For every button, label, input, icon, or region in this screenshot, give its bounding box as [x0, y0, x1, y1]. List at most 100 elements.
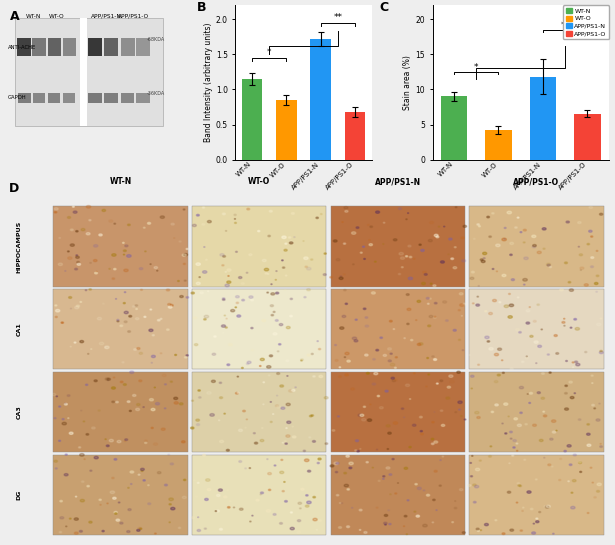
Circle shape [518, 485, 521, 486]
Circle shape [546, 263, 550, 266]
Circle shape [376, 349, 379, 351]
Circle shape [191, 427, 194, 429]
Circle shape [67, 395, 70, 396]
Circle shape [443, 301, 446, 303]
Circle shape [55, 468, 57, 469]
Circle shape [170, 381, 172, 383]
Circle shape [118, 502, 120, 503]
Circle shape [127, 401, 130, 403]
Circle shape [514, 417, 518, 420]
Circle shape [114, 511, 117, 513]
Circle shape [107, 503, 108, 504]
FancyBboxPatch shape [331, 289, 465, 370]
Circle shape [427, 358, 429, 359]
Circle shape [307, 501, 311, 504]
Circle shape [404, 467, 408, 469]
Circle shape [237, 315, 240, 317]
Circle shape [56, 396, 57, 397]
Circle shape [114, 268, 116, 270]
Circle shape [509, 463, 510, 464]
Circle shape [54, 211, 57, 213]
Circle shape [375, 261, 376, 262]
Circle shape [287, 421, 291, 423]
Circle shape [276, 405, 279, 407]
Circle shape [80, 499, 84, 502]
Circle shape [574, 361, 577, 363]
Circle shape [531, 532, 536, 534]
Circle shape [432, 421, 434, 423]
Circle shape [62, 322, 63, 323]
Circle shape [58, 440, 61, 441]
Circle shape [355, 440, 359, 441]
Circle shape [419, 244, 421, 245]
Circle shape [223, 213, 226, 215]
Circle shape [112, 401, 114, 403]
Circle shape [288, 390, 293, 392]
Circle shape [143, 407, 145, 408]
Circle shape [200, 292, 204, 294]
Circle shape [600, 446, 603, 447]
Circle shape [347, 360, 351, 362]
Circle shape [210, 414, 215, 416]
Circle shape [76, 305, 79, 307]
Circle shape [515, 329, 520, 331]
Circle shape [93, 245, 98, 247]
Circle shape [457, 371, 461, 373]
Circle shape [591, 375, 593, 376]
Circle shape [87, 486, 89, 487]
Circle shape [264, 268, 269, 271]
Circle shape [566, 360, 568, 361]
Circle shape [191, 292, 194, 294]
Circle shape [462, 259, 466, 262]
Circle shape [407, 323, 409, 325]
Circle shape [127, 224, 130, 226]
Circle shape [235, 307, 237, 308]
Circle shape [171, 507, 175, 510]
Circle shape [413, 424, 416, 426]
Circle shape [286, 326, 290, 329]
Circle shape [580, 267, 584, 269]
Circle shape [534, 341, 538, 343]
Circle shape [488, 456, 491, 457]
Circle shape [517, 502, 518, 503]
Circle shape [128, 331, 130, 332]
Circle shape [567, 445, 571, 447]
Circle shape [468, 485, 471, 487]
Circle shape [533, 245, 536, 247]
Circle shape [541, 397, 544, 399]
Circle shape [196, 282, 200, 284]
Circle shape [458, 339, 461, 341]
Circle shape [76, 231, 78, 232]
Circle shape [450, 380, 454, 383]
Circle shape [286, 403, 290, 405]
Circle shape [129, 316, 132, 317]
Circle shape [128, 508, 131, 511]
Circle shape [167, 329, 169, 330]
Circle shape [285, 243, 287, 244]
Circle shape [73, 206, 74, 207]
Circle shape [510, 438, 512, 439]
Circle shape [194, 480, 195, 481]
Circle shape [96, 271, 97, 272]
Circle shape [454, 247, 456, 248]
Circle shape [406, 219, 407, 220]
Circle shape [502, 238, 506, 241]
FancyBboxPatch shape [121, 38, 135, 56]
Circle shape [525, 357, 529, 359]
Circle shape [336, 494, 339, 496]
Circle shape [124, 311, 129, 314]
Circle shape [60, 517, 64, 519]
Circle shape [339, 376, 341, 378]
Circle shape [311, 353, 313, 355]
Circle shape [124, 269, 128, 271]
Circle shape [251, 328, 253, 329]
Circle shape [384, 522, 387, 524]
Circle shape [426, 494, 430, 496]
Circle shape [374, 372, 378, 375]
Circle shape [199, 397, 201, 398]
Circle shape [184, 253, 188, 256]
Circle shape [55, 310, 60, 312]
Circle shape [522, 361, 524, 362]
Circle shape [505, 433, 507, 434]
Circle shape [156, 403, 159, 405]
